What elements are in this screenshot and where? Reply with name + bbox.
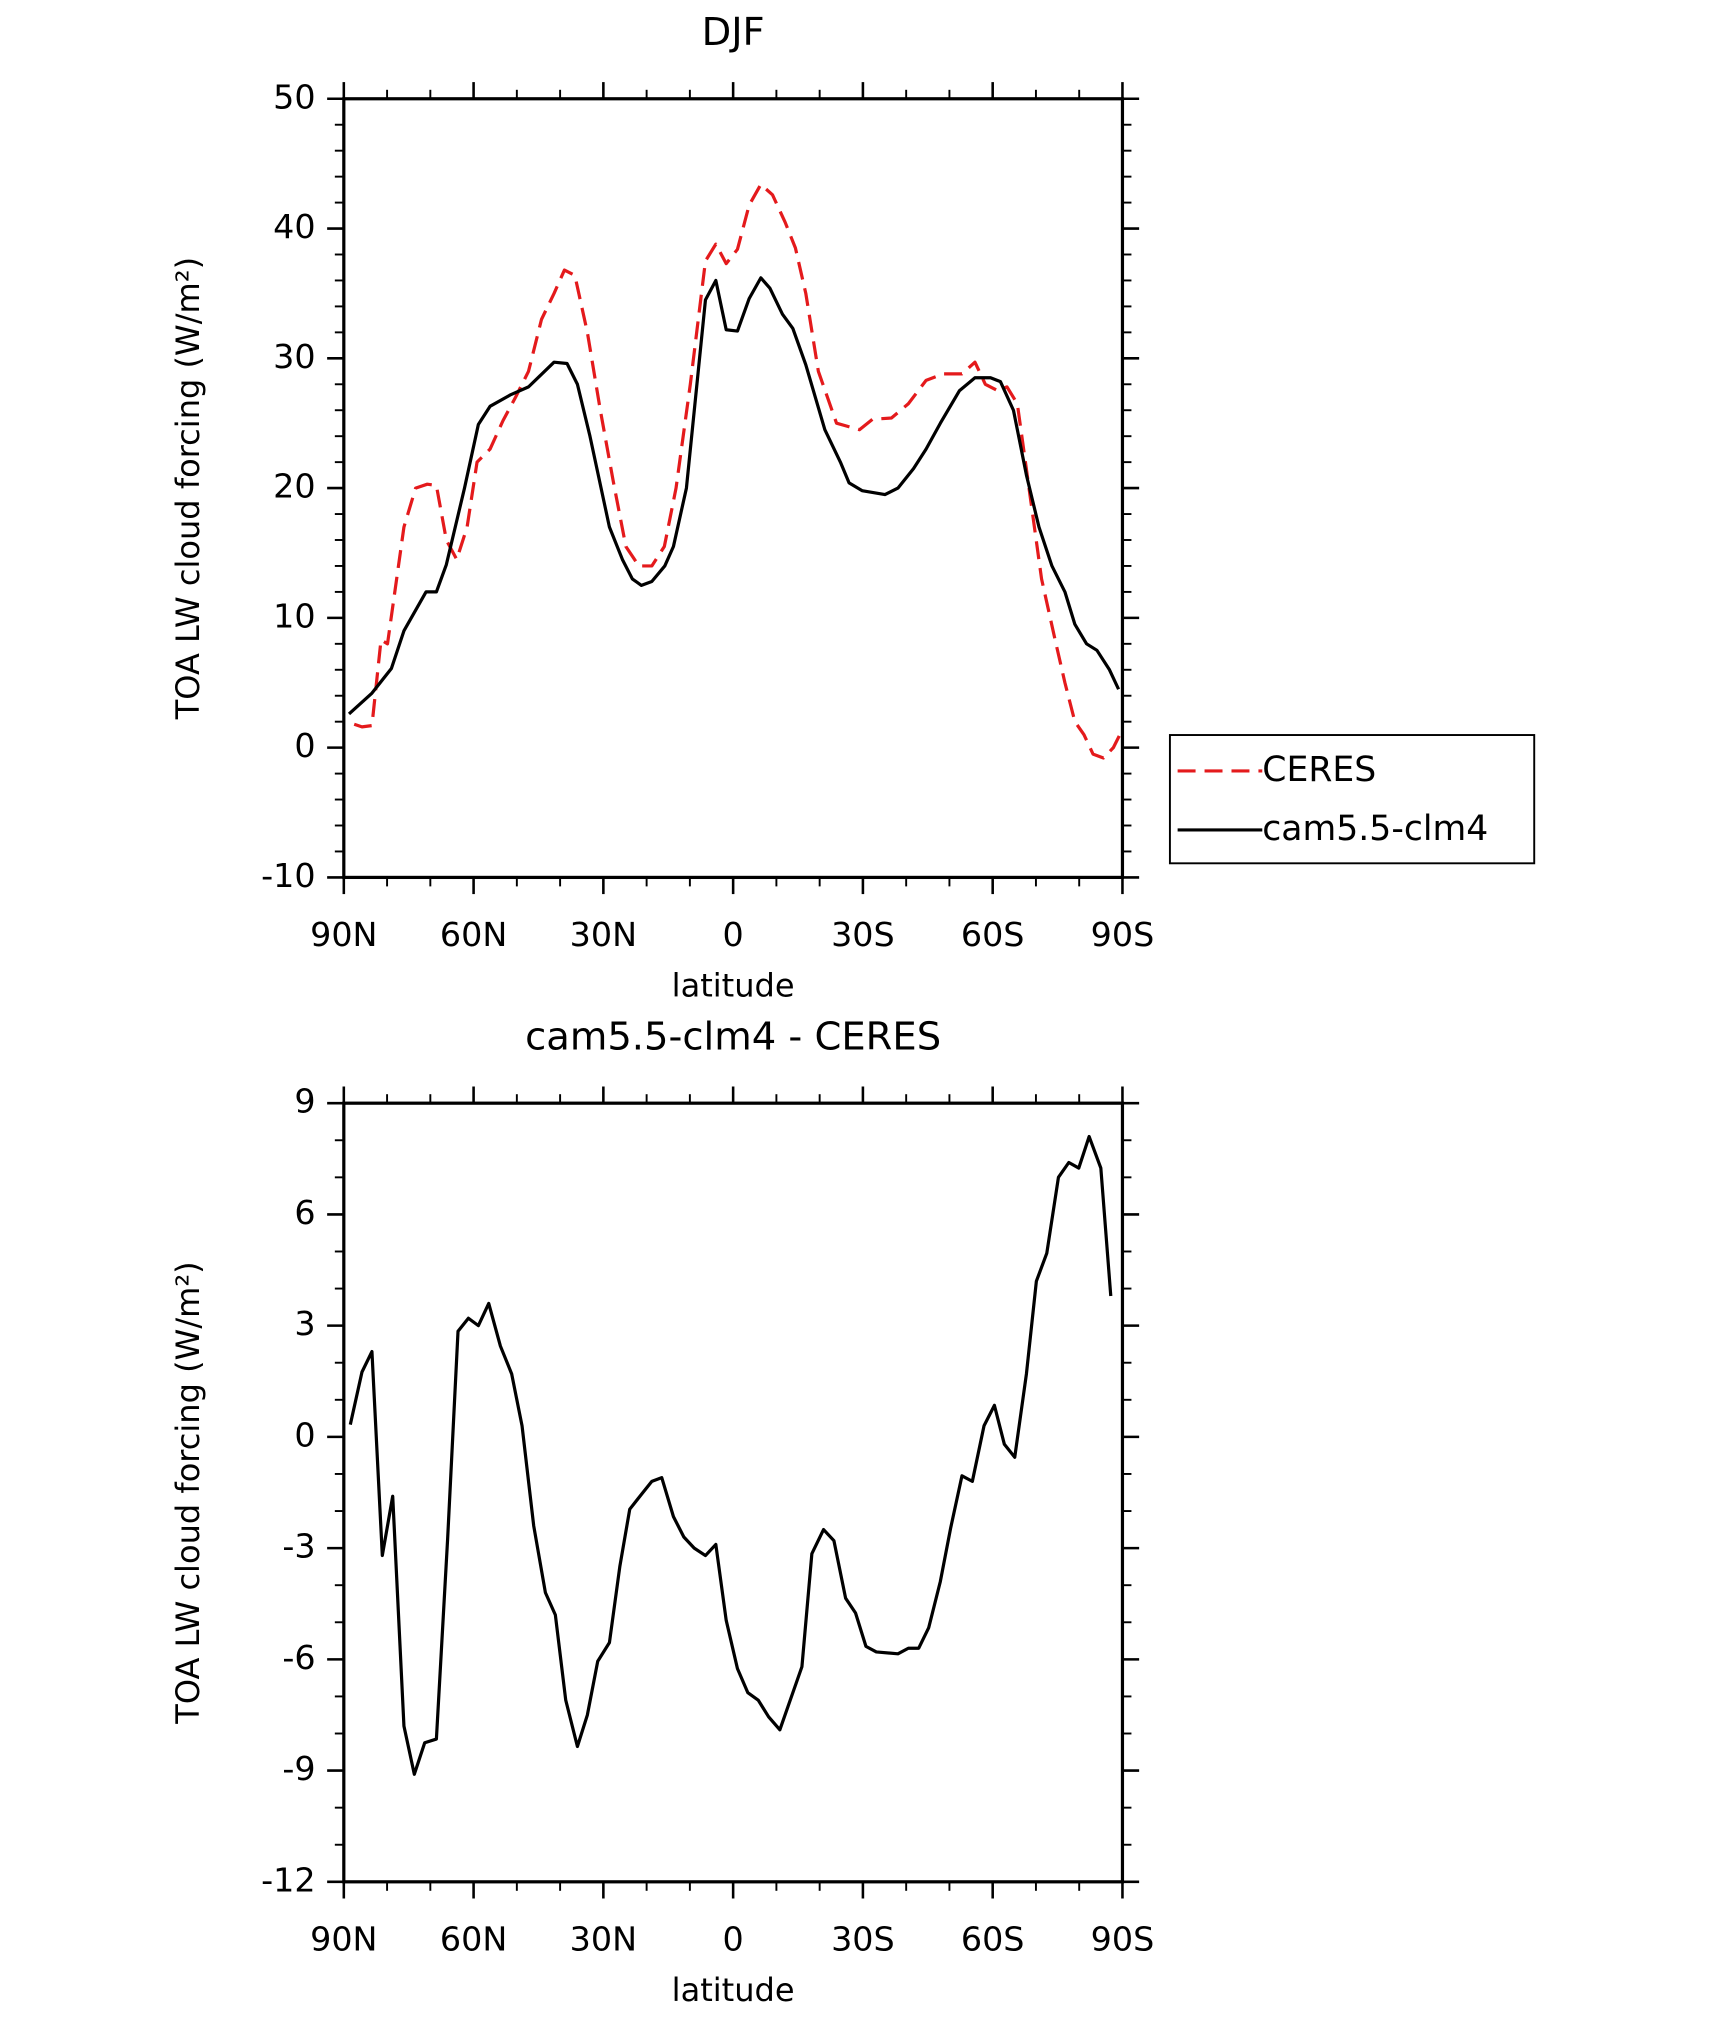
y-tick-label: -12 [261,1860,315,1899]
x-tick-label: 30S [831,915,895,954]
plot-frame [342,97,1125,880]
chart-title: cam5.5-clm4 - CERES [525,1015,941,1060]
x-tick-label: 60S [961,915,1025,954]
y-tick-label: 40 [273,207,315,246]
x-axis-label: latitude [672,1971,795,2009]
x-tick-label: 90N [310,1919,377,1958]
y-tick-label: 0 [294,1415,315,1454]
y-tick-label: 50 [273,77,315,116]
series-line [353,182,1122,760]
y-tick-label: 0 [294,726,315,765]
legend-box [1168,734,1536,865]
x-tick-label: 90S [1091,915,1155,954]
x-tick-label: 60S [961,1919,1025,1958]
x-tick-label: 60N [440,915,507,954]
x-tick-label: 30N [570,1919,637,1958]
y-tick-label: -10 [261,856,315,895]
plot-frame [342,1101,1125,1884]
x-tick-label: 30S [831,1919,895,1958]
y-axis-label: TOA LW cloud forcing (W/m²) [169,257,207,720]
y-tick-label: 10 [273,596,315,635]
x-axis-label: latitude [672,967,795,1005]
y-tick-label: 9 [294,1082,315,1121]
y-axis-label: TOA LW cloud forcing (W/m²) [169,1261,207,1724]
y-tick-label: -9 [282,1749,315,1788]
chart-title: DJF [702,10,765,55]
y-tick-label: 20 [273,467,315,506]
y-tick-label: -3 [282,1527,315,1566]
y-tick-label: 6 [294,1193,315,1232]
x-tick-label: 0 [723,1919,744,1958]
y-tick-label: 3 [294,1304,315,1343]
x-tick-label: 60N [440,1919,507,1958]
y-tick-label: 30 [273,337,315,376]
x-tick-label: 90N [310,915,377,954]
x-tick-label: 90S [1091,1919,1155,1958]
x-tick-label: 0 [723,915,744,954]
legend-label: cam5.5-clm4 [1262,809,1488,849]
legend-label: CERES [1262,750,1376,790]
y-tick-label: -6 [282,1638,315,1677]
series-line [348,1134,1113,1776]
x-tick-label: 30N [570,915,637,954]
series-line [347,276,1121,716]
